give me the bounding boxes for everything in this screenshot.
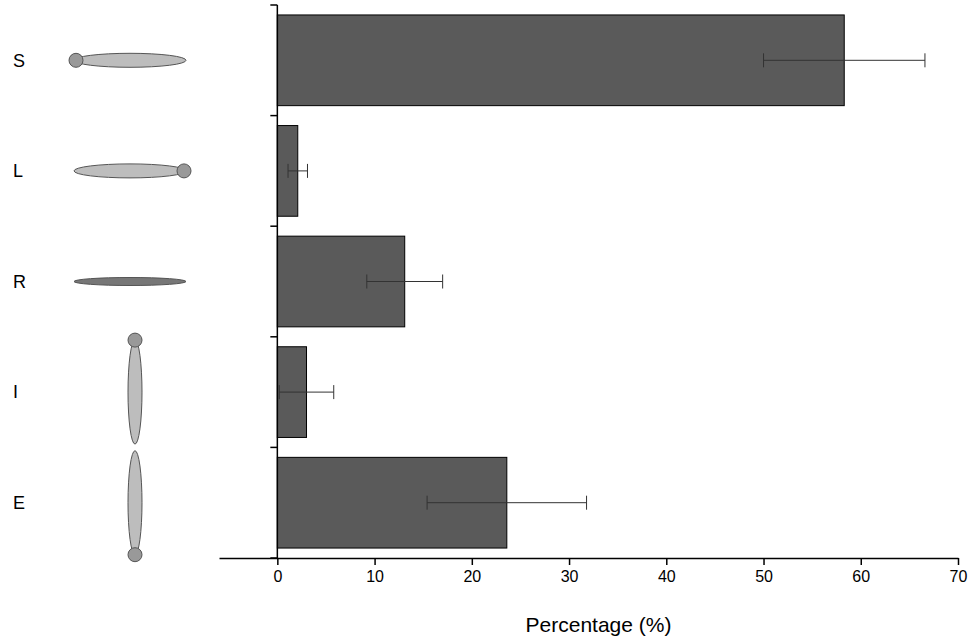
y-axis	[270, 5, 277, 558]
y-boundary-tick	[270, 557, 277, 559]
error-bar	[367, 275, 443, 289]
fish-icon	[74, 278, 186, 286]
x-axis-line	[220, 558, 959, 560]
y-axis-line	[277, 5, 279, 558]
y-boundary-tick	[270, 115, 277, 117]
error-cap	[307, 164, 308, 178]
x-tick-mark	[374, 558, 376, 565]
x-tick-mark	[277, 558, 279, 565]
y-tick-label: L	[13, 161, 23, 181]
error-line	[279, 392, 333, 393]
x-tick-mark	[569, 558, 571, 565]
x-axis-title: Percentage (%)	[526, 613, 672, 636]
fish-head	[128, 548, 142, 562]
x-tick: 30	[561, 558, 579, 585]
x-axis: 0 10 20 30 40 50 60 70	[220, 558, 968, 585]
x-tick-label: 20	[463, 568, 481, 585]
error-cap	[924, 53, 925, 67]
fish-head	[69, 53, 83, 67]
x-tick-label: 50	[755, 568, 773, 585]
error-line	[764, 60, 925, 61]
x-tick-label: 40	[658, 568, 676, 585]
x-tick: 70	[950, 558, 968, 585]
x-tick-label: 70	[950, 568, 968, 585]
y-tick-label: R	[13, 272, 26, 292]
fish-body	[74, 164, 186, 178]
x-tick-mark	[472, 558, 474, 565]
error-cap	[763, 53, 764, 67]
y-tick-label: E	[13, 493, 25, 513]
error-bar	[764, 53, 925, 67]
fish-icon	[74, 164, 191, 178]
error-line	[427, 502, 586, 503]
error-bar	[279, 385, 333, 399]
fish-body	[128, 451, 142, 555]
y-boundary-tick	[270, 447, 277, 449]
error-bar	[427, 496, 586, 510]
fish-icon	[69, 53, 186, 67]
y-boundary-tick	[270, 336, 277, 338]
y-tick-label: S	[13, 51, 25, 71]
x-tick-mark	[666, 558, 668, 565]
x-tick-label: 60	[852, 568, 870, 585]
x-tick: 60	[852, 558, 870, 585]
x-tick: 10	[366, 558, 384, 585]
error-cap	[427, 496, 428, 510]
y-boundary-tick	[270, 4, 277, 6]
plot-area	[277, 15, 925, 548]
fish-icon	[128, 333, 142, 444]
error-cap	[288, 164, 289, 178]
fish-body	[74, 278, 186, 286]
bar	[277, 15, 844, 106]
error-cap	[279, 385, 280, 399]
y-tick-label: I	[13, 382, 18, 402]
y-boundary-tick	[270, 225, 277, 227]
error-cap	[333, 385, 334, 399]
fish-head	[177, 164, 191, 178]
error-cap	[586, 496, 587, 510]
x-tick-label: 10	[366, 568, 384, 585]
x-tick: 40	[658, 558, 676, 585]
error-line	[367, 281, 443, 282]
error-line	[288, 170, 307, 171]
fish-head	[128, 333, 142, 347]
error-bar	[288, 164, 307, 178]
chart: 0 10 20 30 40 50 60 70 Percentage (%) S L R I E	[0, 0, 970, 643]
x-tick-label: 30	[561, 568, 579, 585]
fish-icon	[128, 451, 142, 562]
x-tick-label: 0	[273, 568, 282, 585]
error-cap	[442, 275, 443, 289]
x-tick: 0	[273, 558, 282, 585]
error-cap	[366, 275, 367, 289]
x-tick-mark	[861, 558, 863, 565]
fish-body	[74, 53, 186, 67]
x-tick-mark	[763, 558, 765, 565]
x-tick: 50	[755, 558, 773, 585]
x-tick: 20	[463, 558, 481, 585]
fish-body	[128, 340, 142, 444]
x-tick-mark	[958, 558, 960, 565]
